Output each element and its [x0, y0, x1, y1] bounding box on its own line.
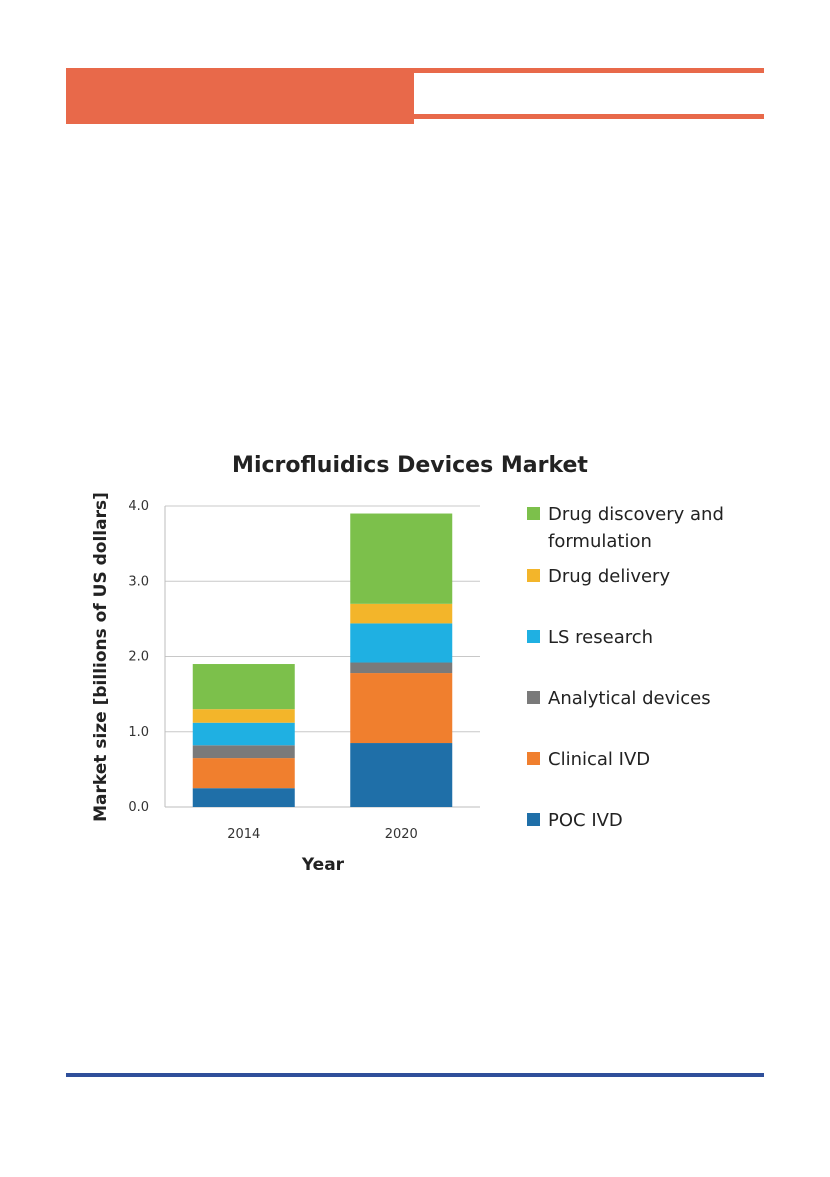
legend-label: Clinical IVD	[548, 749, 650, 770]
legend-item: POC IVD	[527, 810, 623, 831]
header-accent-block	[66, 68, 414, 124]
bar-segment-poc-ivd-2014	[192, 788, 295, 807]
bar-segment-ls-research-2014	[192, 722, 295, 746]
legend-item: Drug delivery	[527, 566, 670, 587]
bar-segment-clinical-ivd-2014	[192, 758, 295, 789]
legend-label: Drug discovery and	[548, 504, 724, 525]
legend-item: Drug discovery and formulation	[527, 504, 724, 552]
legend-item: Analytical devices	[527, 688, 711, 709]
y-tick-label: 3.0	[128, 574, 149, 589]
bar-segment-drug-delivery-2020	[350, 603, 453, 624]
x-tick-label: 2020	[385, 827, 418, 842]
header-rule-top	[414, 68, 764, 73]
legend-swatch	[527, 630, 540, 643]
legend-label: formulation	[548, 531, 652, 552]
legend-item: LS research	[527, 627, 653, 648]
legend: Drug discovery and formulation Drug delive…	[527, 504, 724, 831]
chart-title: Microfluidics Devices Market	[232, 453, 588, 478]
bar-segment-poc-ivd-2020	[350, 743, 453, 807]
legend-label: LS research	[548, 627, 653, 648]
legend-label: POC IVD	[548, 810, 623, 831]
bar-segment-analytical-devices-2020	[350, 662, 453, 674]
legend-swatch	[527, 569, 540, 582]
y-axis-title: Market size [billions of US dollars]	[91, 492, 111, 822]
legend-swatch	[527, 507, 540, 520]
bar-segment-drug-discovery-and-formulation-2020	[350, 513, 453, 604]
bar-segment-drug-discovery-and-formulation-2014	[192, 664, 295, 710]
y-tick-label: 4.0	[128, 499, 149, 514]
bar-segment-analytical-devices-2014	[192, 745, 295, 759]
legend-swatch	[527, 813, 540, 826]
bar-segment-ls-research-2020	[350, 623, 453, 663]
x-tick-label: 2014	[227, 827, 260, 842]
legend-label: Analytical devices	[548, 688, 711, 709]
legend-swatch	[527, 752, 540, 765]
bars	[192, 513, 453, 807]
y-tick-label: 0.0	[128, 800, 149, 815]
header-rule-bottom	[414, 114, 764, 119]
tick-labels: 0.0 1.0 2.0 3.0 4.0 2014 2020	[128, 499, 417, 842]
footer-rule	[66, 1073, 764, 1077]
y-tick-label: 2.0	[128, 650, 149, 665]
legend-swatch	[527, 691, 540, 704]
x-axis-title: Year	[301, 855, 345, 875]
bar-segment-drug-delivery-2014	[192, 709, 295, 723]
y-tick-label: 1.0	[128, 725, 149, 740]
legend-item: Clinical IVD	[527, 749, 650, 770]
bar-segment-clinical-ivd-2020	[350, 673, 453, 744]
legend-label: Drug delivery	[548, 566, 670, 587]
